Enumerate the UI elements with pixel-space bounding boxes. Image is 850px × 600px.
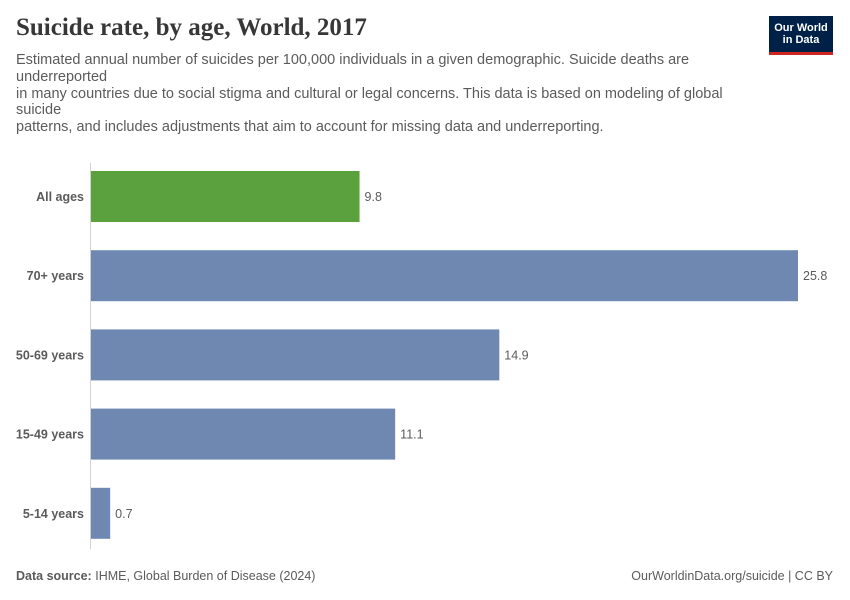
value-label-5-14-years: 0.7 xyxy=(115,507,132,521)
value-label-70-years: 25.8 xyxy=(803,269,827,283)
chart-title: Suicide rate, by age, World, 2017 xyxy=(16,14,367,41)
subtitle-line-1: Estimated annual number of suicides per … xyxy=(16,52,690,85)
subtitle-line-3: patterns, and includes adjustments that … xyxy=(16,119,604,136)
category-label-5-14-years: 5-14 years xyxy=(23,507,84,521)
bar-50-69-years xyxy=(91,329,500,381)
bar-chart: All ages 9.8 70+ years 25.8 50-69 years 14.9 1… xyxy=(16,163,827,549)
bar-5-14-years xyxy=(91,487,111,539)
source-link[interactable]: OurWorldinData.org/suicide | CC BY xyxy=(631,569,833,583)
data-source: Data source: IHME, Global Burden of Dise… xyxy=(16,569,315,583)
value-label-15-49-years: 11.1 xyxy=(400,428,423,442)
logo-line-1: Our World xyxy=(774,22,828,34)
data-source-text: IHME, Global Burden of Disease (2024) xyxy=(95,569,316,583)
bar-70-years xyxy=(91,250,798,302)
owid-logo[interactable]: Our World in Data xyxy=(769,16,833,55)
value-label-all-ages: 9.8 xyxy=(365,190,382,204)
bar-all-ages xyxy=(91,171,360,222)
bar-15-49-years xyxy=(91,408,396,460)
data-source-label: Data source: xyxy=(16,569,92,583)
chart-subtitle: Estimated annual number of suicides per … xyxy=(16,52,746,136)
subtitle-line-2: in many countries due to social stigma a… xyxy=(16,85,723,119)
value-label-50-69-years: 14.9 xyxy=(504,348,528,362)
category-label-15-49-years: 15-49 years xyxy=(16,428,84,442)
logo-line-2: in Data xyxy=(782,34,820,46)
category-label-70-years: 70+ years xyxy=(27,269,84,283)
category-label-50-69-years: 50-69 years xyxy=(16,348,84,362)
category-label-all-ages: All ages xyxy=(36,190,84,204)
